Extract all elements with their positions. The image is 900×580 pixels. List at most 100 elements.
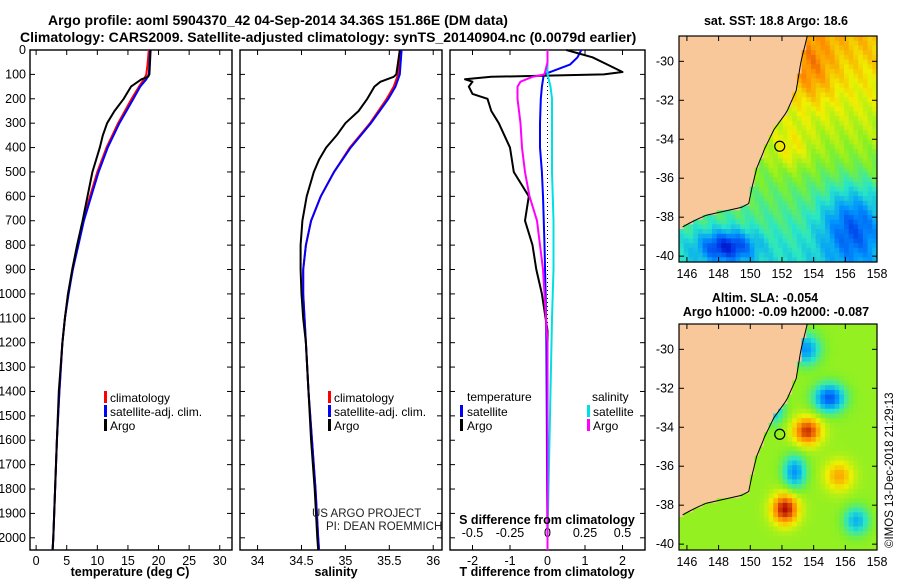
map-cell <box>811 134 817 141</box>
map-cell <box>768 78 774 84</box>
map-cell <box>683 342 690 349</box>
map-cell <box>749 252 756 258</box>
map-cell <box>782 333 789 339</box>
map-cell <box>825 545 831 551</box>
map-cell <box>806 413 812 419</box>
map-cell <box>683 418 690 424</box>
map-cell <box>787 526 793 532</box>
legend-s-argo-label: Argo <box>593 419 619 433</box>
map-cell <box>707 455 713 462</box>
map-cell <box>693 441 699 448</box>
map-cell <box>759 229 765 235</box>
map-cell <box>759 158 765 164</box>
argo-position-marker <box>774 140 786 152</box>
map-cell <box>702 238 708 244</box>
map-cell <box>697 375 704 382</box>
map-cell <box>693 437 699 443</box>
map-cell <box>844 469 850 476</box>
map-cell <box>787 451 793 457</box>
map-cell <box>679 333 685 339</box>
map-cell <box>697 498 704 504</box>
map-cell <box>820 257 826 263</box>
map-cell <box>745 224 751 230</box>
map-cell <box>688 484 694 490</box>
map-cell <box>820 191 826 197</box>
map-cell <box>834 125 840 131</box>
map-cell <box>721 399 727 405</box>
map-cell <box>749 200 756 207</box>
map-cell <box>688 366 694 372</box>
map-cell <box>749 177 756 183</box>
map-cell <box>834 404 840 410</box>
map-cell <box>707 177 713 183</box>
s-tick-label: -0.5 <box>462 526 484 540</box>
map-cell <box>740 36 746 42</box>
map-cell <box>702 233 708 240</box>
map-cell <box>806 116 812 122</box>
map-cell <box>754 130 760 136</box>
map-cell <box>697 474 704 480</box>
map-cell <box>796 54 803 61</box>
map-cell <box>811 210 817 216</box>
map-cell <box>834 408 840 415</box>
map-cell <box>679 40 685 47</box>
map-cell <box>773 531 779 537</box>
map-cell <box>778 408 784 415</box>
map-cell <box>730 469 737 476</box>
map-cell <box>749 418 756 424</box>
map-cell <box>721 149 727 155</box>
map-cell <box>825 106 831 112</box>
map-cell <box>726 64 732 70</box>
map-cell <box>702 252 708 258</box>
map-cell <box>740 498 746 504</box>
map-cell <box>834 437 840 443</box>
map-cell <box>735 460 741 466</box>
map-cell <box>872 50 878 56</box>
map-cell <box>872 233 878 240</box>
map-cell <box>858 177 864 183</box>
map-cell <box>858 427 864 433</box>
map-cell <box>820 163 826 169</box>
map-cell <box>848 191 855 197</box>
map-cell <box>839 243 845 249</box>
map-cell <box>759 507 765 513</box>
map-cell <box>853 413 859 419</box>
map-cell <box>806 111 812 117</box>
map-cell <box>730 512 737 518</box>
map-cell <box>806 92 812 98</box>
map-cell <box>848 474 855 480</box>
map-cell <box>683 139 690 145</box>
map-cell <box>707 144 713 150</box>
map-cell <box>749 380 756 386</box>
legend-t-argo-label: Argo <box>467 419 493 433</box>
map-cell <box>820 437 826 443</box>
map-cell <box>697 219 704 225</box>
map-cell <box>763 517 770 523</box>
map-cell <box>693 512 699 518</box>
map-cell <box>730 87 737 94</box>
map-cell <box>712 120 718 127</box>
map-cell <box>726 408 732 415</box>
map-cell <box>792 328 798 335</box>
map-cell <box>735 219 741 225</box>
map-cell <box>848 36 855 42</box>
map-cell <box>815 40 822 47</box>
map-cell <box>749 83 756 89</box>
map-cell <box>679 158 685 164</box>
map-cell <box>693 347 699 353</box>
x-tick-label: 34 <box>251 554 265 568</box>
map-cell <box>853 149 859 155</box>
map-cell <box>702 418 708 424</box>
map-cell <box>796 125 803 131</box>
map-cell <box>792 153 798 160</box>
map-cell <box>679 479 685 485</box>
map-cell <box>782 535 789 542</box>
map-cell <box>759 531 765 537</box>
map-cell <box>759 389 765 396</box>
map-cell <box>688 469 694 476</box>
map-cell <box>829 106 836 112</box>
map-cell <box>707 338 713 344</box>
map-cell <box>815 153 822 160</box>
map-cell <box>730 257 737 263</box>
s-tick-label: 0.5 <box>614 526 631 540</box>
